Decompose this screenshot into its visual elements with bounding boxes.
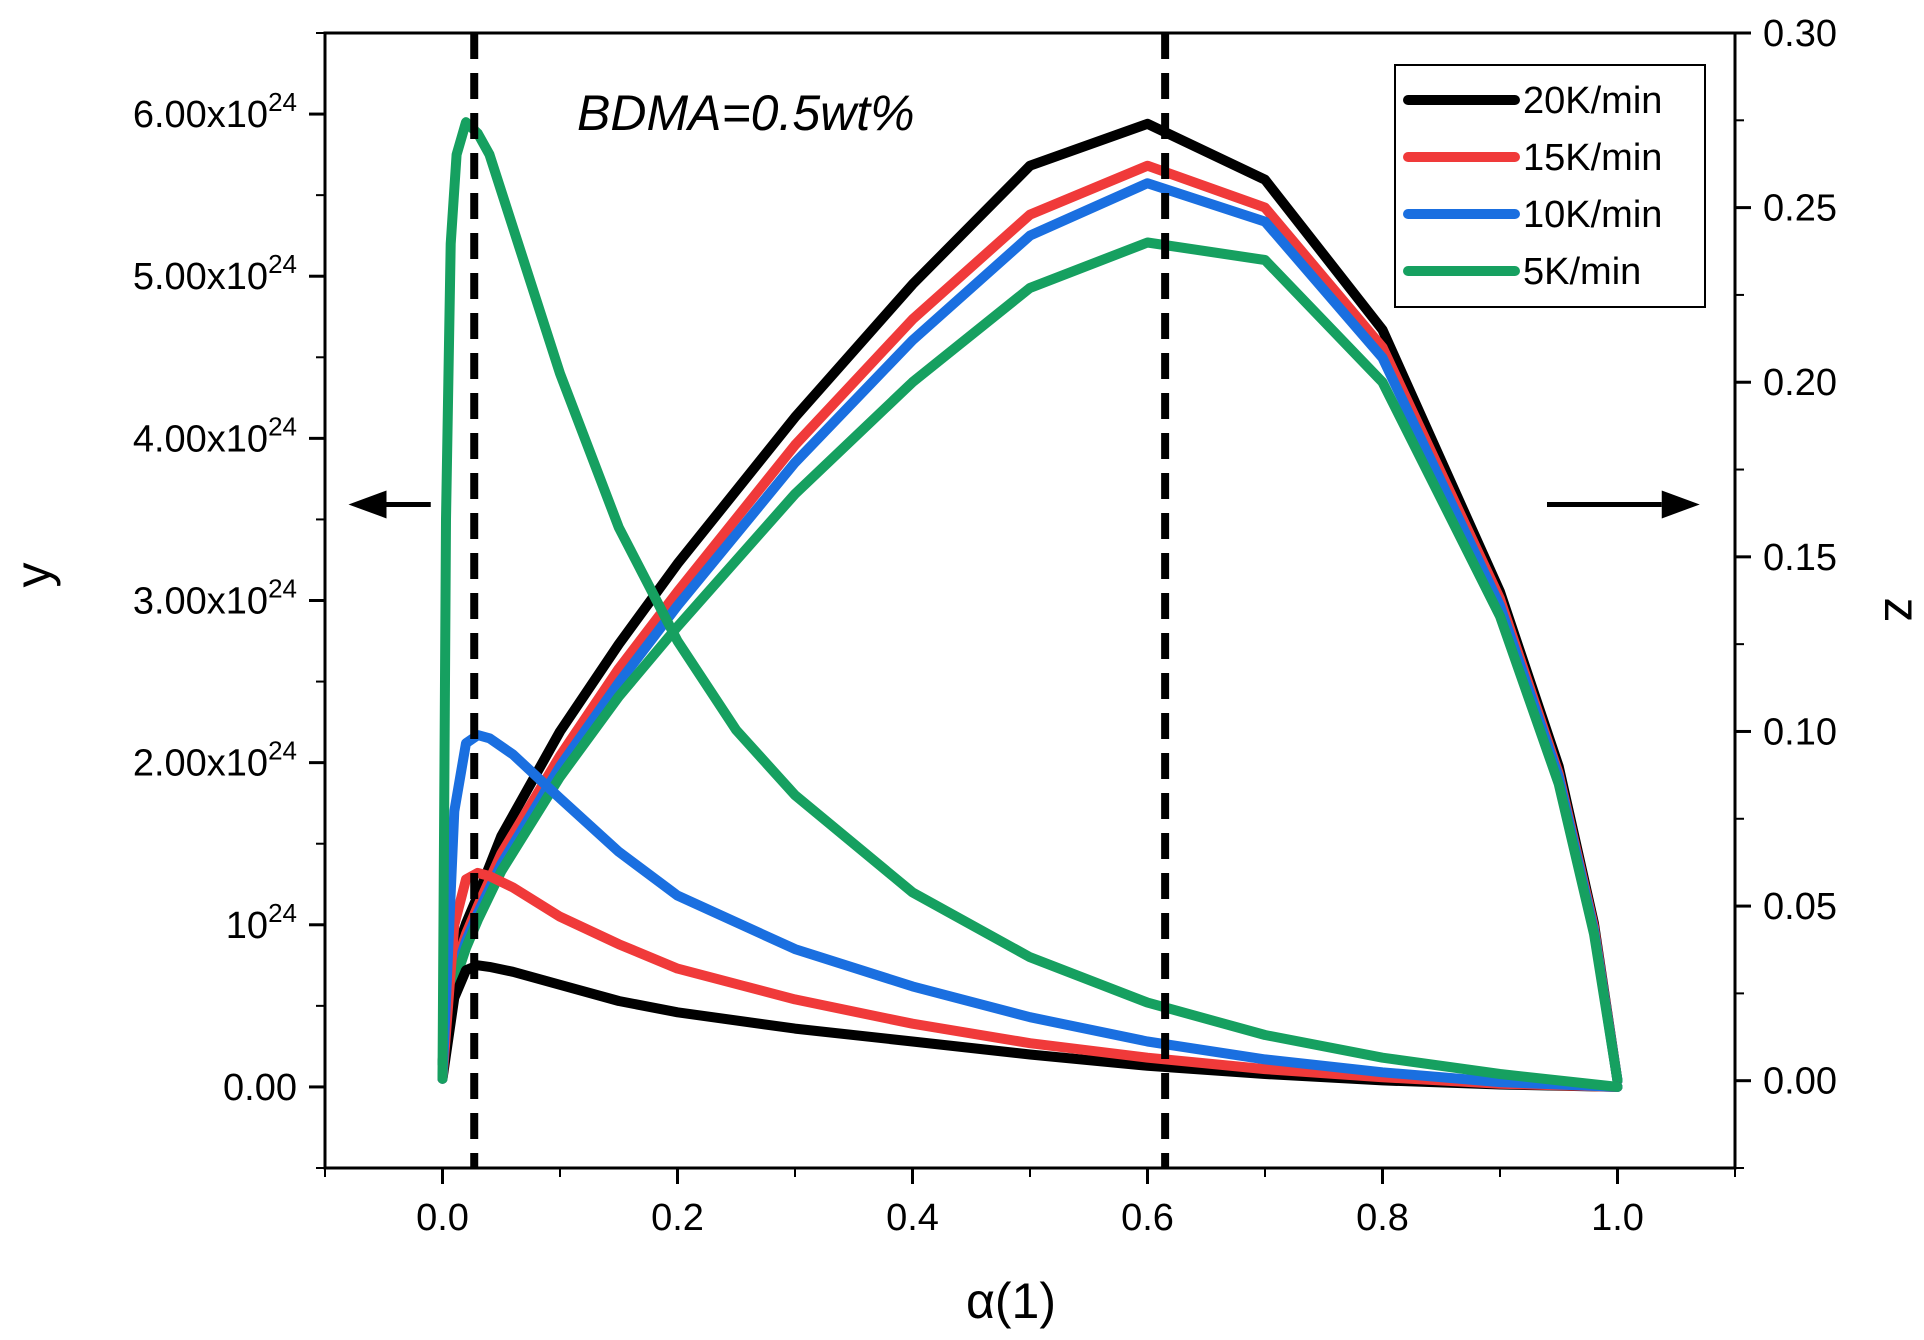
x-axis-title: α(1): [966, 1273, 1056, 1329]
x-tick-label: 0.4: [886, 1197, 939, 1239]
y-axis-title-left: y: [5, 563, 61, 588]
y-right-tick-label: 0.20: [1763, 362, 1837, 404]
y-left-tick-label: 6.00x1024: [133, 87, 297, 136]
annotation-text: BDMA=0.5wt%: [577, 85, 915, 141]
reference-lines: [470, 33, 1170, 1168]
x-tick-label: 0.2: [651, 1197, 704, 1239]
y-left-tick-label: 4.00x1024: [133, 411, 297, 460]
axes: 0.0 0.2 0.4 0.6 0.8 1.0 0.00 1024 2.00x1024 3.00x…: [133, 13, 1837, 1239]
y-right-tick-label: 0.15: [1763, 537, 1837, 579]
x-tick-label: 0.0: [416, 1197, 469, 1239]
y-right-tick-label: 0.25: [1763, 188, 1837, 230]
y-left-tick-label: 5.00x1024: [133, 249, 297, 298]
y-right-tick-label: 0.30: [1763, 13, 1837, 55]
arrow-left-icon: [348, 490, 387, 519]
y-left-tick-label: 1024: [226, 898, 297, 947]
series-5k-min-y-line: [437, 117, 1623, 1092]
y-right-tick-label: 0.00: [1763, 1061, 1837, 1103]
x-tick-label: 1.0: [1591, 1197, 1644, 1239]
legend-label: 15K/min: [1523, 137, 1662, 179]
y-left-tick-label: 2.00x1024: [133, 736, 297, 785]
y-left-tick-label: 0.00: [223, 1067, 297, 1109]
legend-label: 10K/min: [1523, 194, 1662, 236]
legend-label: 20K/min: [1523, 80, 1662, 122]
axis-arrows: [348, 490, 1700, 519]
y-right-tick-label: 0.10: [1763, 711, 1837, 753]
legend-items: 20K/min 15K/min 10K/min 5K/min: [1403, 80, 1662, 293]
plot-area: 0.0 0.2 0.4 0.6 0.8 1.0 0.00 1024 2.00x1024 3.00x…: [133, 13, 1837, 1239]
y-axis-title-right: z: [1874, 598, 1924, 623]
x-tick-label: 0.6: [1121, 1197, 1174, 1239]
series-5k-min-z-line: [437, 237, 1623, 1086]
series-10k-min-y-line: [437, 730, 1623, 1092]
legend-box: [1394, 64, 1706, 308]
legend-label: 5K/min: [1523, 251, 1641, 293]
y-left-tick-label: 3.00x1024: [133, 574, 297, 623]
y-right-tick-label: 0.05: [1763, 886, 1837, 928]
arrow-right-icon: [1661, 490, 1700, 519]
legend: 20K/min 15K/min 10K/min 5K/min: [1394, 64, 1706, 308]
x-tick-label: 0.8: [1356, 1197, 1409, 1239]
